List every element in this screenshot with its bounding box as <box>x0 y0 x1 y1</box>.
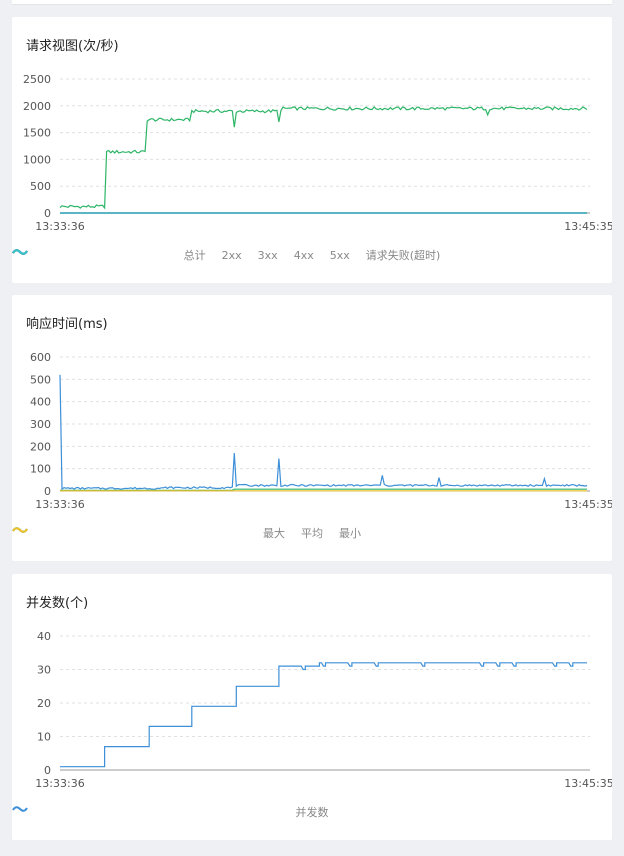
top-edge <box>12 0 612 5</box>
y-tick-label: 100 <box>30 463 51 476</box>
x-tick-label-start: 13:33:36 <box>35 498 84 511</box>
legend-item[interactable]: 4xx <box>12 247 314 263</box>
chart-legend: 并发数 <box>12 804 612 820</box>
legend-label: 总计 <box>183 249 206 262</box>
x-tick-label-start: 13:33:36 <box>35 777 84 790</box>
response-time-chart-card: 响应时间(ms) 0 100 200 300 400 500 600 13:33:36 13:4… <box>12 295 612 561</box>
legend-label: 3xx <box>257 248 278 262</box>
y-tick-label: 500 <box>30 373 51 386</box>
legend-item[interactable]: 并发数 <box>12 804 329 820</box>
series-line <box>60 488 587 491</box>
legend-item[interactable]: 3xx <box>12 247 278 263</box>
concurrency-chart-card: 并发数(个) 0 10 20 30 40 13:33:36 13:45:35 并发数 <box>12 574 612 840</box>
chart-legend: 最大 平均 最小 <box>12 525 612 541</box>
concurrency-chart: 0 10 20 30 40 13:33:36 13:45:35 <box>35 630 612 790</box>
legend-item[interactable]: 2xx <box>12 247 242 263</box>
legend-item[interactable]: 5xx <box>12 247 350 263</box>
y-tick-label: 500 <box>30 180 51 193</box>
legend-label: 最大 <box>263 527 285 540</box>
series-line <box>59 105 588 210</box>
y-tick-label: 1000 <box>23 153 51 166</box>
y-tick-label: 40 <box>37 630 51 643</box>
legend-label: 最小 <box>339 527 361 540</box>
legend-label: 2xx <box>221 248 242 262</box>
legend-wave-icon <box>12 806 28 812</box>
x-tick-label-end: 13:45:35 <box>564 498 612 511</box>
y-tick-label: 200 <box>30 440 51 453</box>
legend-label: 请求失败(超时) <box>365 249 441 262</box>
legend-label: 平均 <box>301 527 323 540</box>
requests-chart-card: 请求视图(次/秒) 0 500 1000 1500 2000 2500 13:33:36 13… <box>12 17 612 283</box>
requests-chart: 0 500 1000 1500 2000 2500 13:33:36 13:45:35 <box>23 73 612 233</box>
x-tick-label-start: 13:33:36 <box>35 220 84 233</box>
y-tick-label: 600 <box>30 351 51 364</box>
card-title: 响应时间(ms) <box>26 317 108 332</box>
legend-item[interactable]: 请求失败(超时) <box>12 247 441 263</box>
y-tick-label: 20 <box>37 697 51 710</box>
legend-item[interactable]: 最大 <box>12 525 285 541</box>
legend-item[interactable]: 平均 <box>12 525 323 541</box>
legend-wave-icon <box>12 249 28 255</box>
card-title: 请求视图(次/秒) <box>26 39 119 54</box>
y-tick-label: 0 <box>44 485 51 498</box>
y-tick-label: 0 <box>44 207 51 220</box>
legend-item[interactable]: 最小 <box>12 525 361 541</box>
legend-label: 并发数 <box>295 806 329 819</box>
legend-label: 4xx <box>293 248 314 262</box>
legend-label: 5xx <box>329 248 350 262</box>
y-tick-label: 400 <box>30 396 51 409</box>
y-tick-label: 300 <box>30 418 51 431</box>
legend-item[interactable]: 总计 <box>12 247 206 263</box>
y-tick-label: 0 <box>44 764 51 777</box>
y-tick-label: 30 <box>37 664 51 677</box>
series-line <box>60 662 587 768</box>
y-tick-label: 10 <box>37 731 51 744</box>
y-tick-label: 1500 <box>23 127 51 140</box>
y-tick-label: 2500 <box>23 73 51 86</box>
x-tick-label-end: 13:45:35 <box>564 777 612 790</box>
x-tick-label-end: 13:45:35 <box>564 220 612 233</box>
legend-wave-icon <box>12 527 28 533</box>
chart-legend: 总计 2xx 3xx 4xx 5xx 请求失败(超时) <box>12 247 612 263</box>
series-line <box>59 374 588 491</box>
card-title: 并发数(个) <box>26 596 89 611</box>
y-tick-label: 2000 <box>23 100 51 113</box>
response-time-chart: 0 100 200 300 400 500 600 13:33:36 13:45:35 <box>30 351 612 511</box>
